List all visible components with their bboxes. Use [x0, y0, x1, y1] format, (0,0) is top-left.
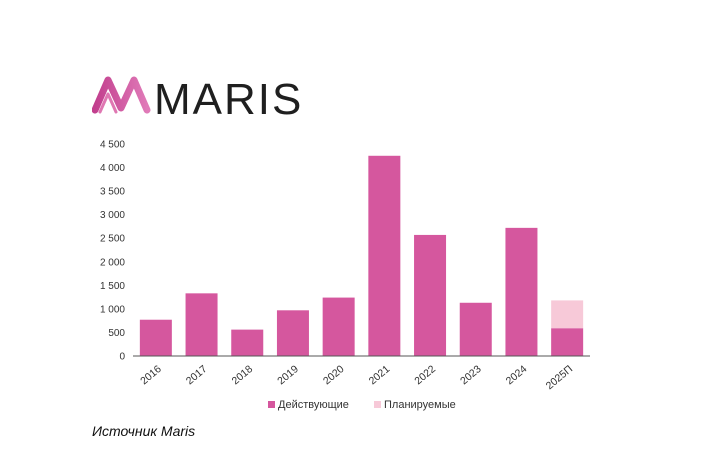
legend: Действующие Планируемые: [268, 399, 456, 411]
source-note: Источник Maris: [92, 423, 196, 439]
bar-active-2016: [139, 319, 172, 356]
bar-active-2018: [231, 329, 264, 356]
bar-planned-2025П: [551, 300, 584, 329]
bar-active-2023: [459, 302, 492, 356]
y-tick-label: 2 500: [100, 234, 125, 245]
legend-label-active: Действующие: [278, 399, 349, 411]
y-tick-label: 4 500: [100, 140, 125, 151]
legend-label-planned: Планируемые: [384, 399, 456, 411]
x-tick-label: 2020: [321, 363, 347, 387]
maris-logo-wordmark: MARIS: [154, 75, 303, 122]
legend-swatch-planned: [374, 401, 381, 408]
y-axis: 0 500 1 000 1 500 2 000 2 500 3 000 3 500 4 000 4…: [100, 140, 125, 363]
bar-active-2025П: [551, 328, 584, 356]
x-tick-label: 2017: [184, 363, 210, 387]
x-tick-label: 2025П: [544, 363, 575, 392]
bar-active-2020: [322, 297, 355, 356]
y-tick-label: 500: [108, 328, 125, 339]
bar-active-2019: [276, 310, 309, 356]
bar-active-2024: [505, 227, 538, 356]
maris-logo: MARIS: [92, 75, 303, 122]
x-axis: 2016 2017 2018 2019 2020 2021 2022 2023 2024 2025…: [133, 355, 590, 392]
y-tick-label: 3 500: [100, 187, 125, 198]
x-tick-label: 2023: [458, 363, 484, 387]
legend-swatch-active: [268, 401, 275, 408]
bar-active-2021: [368, 155, 401, 356]
maris-logo-mark: [92, 76, 151, 114]
x-tick-label: 2019: [275, 363, 301, 387]
y-tick-label: 1 000: [100, 304, 125, 315]
y-tick-label: 4 000: [100, 163, 125, 174]
y-tick-label: 2 000: [100, 257, 125, 268]
y-tick-label: 3 000: [100, 210, 125, 221]
bars: [139, 155, 584, 356]
y-tick-label: 1 500: [100, 281, 125, 292]
y-tick-label: 0: [119, 352, 125, 363]
x-tick-label: 2024: [504, 363, 530, 387]
x-tick-label: 2018: [230, 363, 256, 387]
x-tick-label: 2016: [138, 363, 164, 387]
x-tick-label: 2022: [412, 363, 438, 387]
bar-active-2022: [414, 234, 447, 356]
x-tick-label: 2021: [367, 363, 393, 387]
bar-active-2017: [185, 293, 218, 356]
